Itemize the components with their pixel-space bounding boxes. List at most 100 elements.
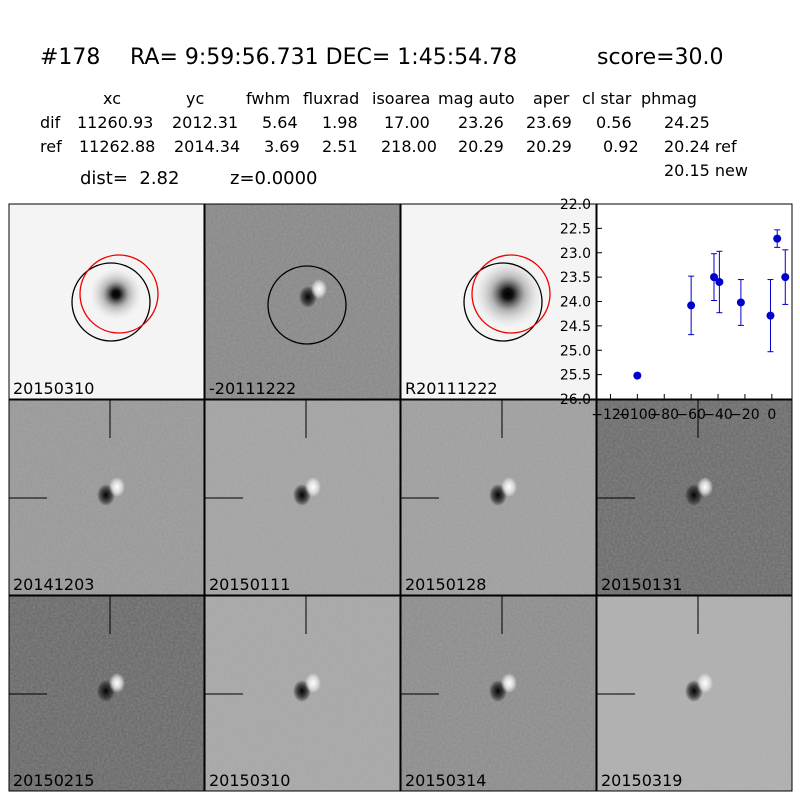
column-header: isoarea xyxy=(372,89,430,108)
row-label: ref xyxy=(40,137,62,156)
x-tick-label: −60 xyxy=(676,407,706,423)
panel-frame xyxy=(400,595,597,792)
residual-pos xyxy=(305,673,321,693)
cell: 218.00 xyxy=(381,137,437,156)
plot-area xyxy=(596,203,793,400)
x-tick-label: −20 xyxy=(730,407,760,423)
marker xyxy=(773,234,782,243)
column-header: phmag xyxy=(641,89,697,108)
panel-label: 20150131 xyxy=(601,575,682,594)
cell: 0.92 xyxy=(603,137,639,156)
new-circle xyxy=(471,254,551,334)
dist: dist= 2.82 xyxy=(80,168,179,189)
cell: 2012.31 xyxy=(172,113,238,132)
x-tick-label: −80 xyxy=(649,407,679,423)
panel-frame xyxy=(204,203,401,400)
panel-label: R20111222 xyxy=(405,379,498,398)
column-header: mag auto xyxy=(438,89,515,108)
column-header: xc xyxy=(103,89,121,108)
x-tick-label: −120 xyxy=(591,407,629,423)
marker xyxy=(736,298,745,307)
header-coords: RA= 9:59:56.731 DEC= 1:45:54.78 xyxy=(130,45,517,70)
panel-frame xyxy=(596,399,793,596)
marker xyxy=(715,278,724,286)
x-tick-label: −40 xyxy=(703,407,733,423)
panel-frame xyxy=(204,595,401,792)
y-tick-label: 23.0 xyxy=(560,246,591,262)
column-header: fwhm xyxy=(246,89,290,108)
source xyxy=(474,260,542,328)
row-label: dif xyxy=(40,113,61,132)
y-tick-label: 23.5 xyxy=(560,270,591,286)
residual-pos xyxy=(697,673,713,693)
panel-frame xyxy=(400,203,597,400)
panel-frame xyxy=(8,399,205,596)
panel-label: 20150128 xyxy=(405,575,486,594)
panel-label: 20150215 xyxy=(13,771,94,790)
cell: 1.98 xyxy=(322,113,358,132)
panel-frame xyxy=(8,203,205,400)
y-tick-label: 22.0 xyxy=(560,197,591,213)
panel-label: 20150314 xyxy=(405,771,486,790)
cell: 5.64 xyxy=(262,113,298,132)
source xyxy=(90,268,142,320)
cell: 24.25 xyxy=(664,113,710,132)
panel-label: 20150310 xyxy=(209,771,290,790)
y-tick-label: 24.0 xyxy=(560,295,591,311)
header-score: score=30.0 xyxy=(597,45,724,70)
column-header: aper xyxy=(533,89,570,108)
redshift: z=0.0000 xyxy=(230,168,318,189)
cell: 23.69 xyxy=(526,113,572,132)
panel-label: 20150310 xyxy=(13,379,94,398)
marker xyxy=(633,371,642,380)
light-curve: 22.0 22.5 23.0 23.5 24.0 24.5 25.0 25.5 26.0−120… xyxy=(560,197,793,423)
cell: 20.24 ref xyxy=(664,137,737,156)
residual-pos xyxy=(697,477,713,497)
new-circle xyxy=(79,254,159,334)
panel-label: 20141203 xyxy=(13,575,94,594)
panel-frame xyxy=(400,399,597,596)
panel-frame xyxy=(204,399,401,596)
panel-label: -20111222 xyxy=(209,379,296,398)
marker xyxy=(781,273,790,282)
cell: 2014.34 xyxy=(174,137,240,156)
y-tick-label: 25.0 xyxy=(560,343,591,359)
header-id: #178 xyxy=(40,45,100,70)
x-tick-label: −100 xyxy=(618,407,656,423)
panels: 20150310 -20111222 R20111222 20141203 201501… xyxy=(8,203,793,792)
ref-circle xyxy=(267,265,347,345)
marker xyxy=(710,273,718,282)
cell: 23.26 xyxy=(458,113,504,132)
column-header: yc xyxy=(186,89,204,108)
marker xyxy=(687,301,696,310)
residual-pos xyxy=(109,477,125,497)
y-tick-label: 22.5 xyxy=(560,221,591,237)
y-tick-label: 26.0 xyxy=(560,392,591,408)
table-note: 20.15 new xyxy=(664,161,748,180)
marker xyxy=(766,311,775,320)
panel-label: 20150319 xyxy=(601,771,682,790)
residual-pos xyxy=(109,673,125,693)
panel-frame xyxy=(596,595,793,792)
cell: 11262.88 xyxy=(79,137,155,156)
residual-pos xyxy=(311,279,327,299)
residual-pos xyxy=(501,673,517,693)
ref-circle xyxy=(71,262,151,342)
column-header: cl star xyxy=(582,89,632,108)
residual-pos xyxy=(501,477,517,497)
y-tick-label: 25.5 xyxy=(560,368,591,384)
panel-label: 20150111 xyxy=(209,575,290,594)
ref-circle xyxy=(463,262,543,342)
cell: 20.29 xyxy=(458,137,504,156)
cell: 2.51 xyxy=(322,137,358,156)
cell: 20.29 xyxy=(526,137,572,156)
panel-frame xyxy=(8,595,205,792)
cell: 11260.93 xyxy=(77,113,153,132)
cell: 0.56 xyxy=(596,113,632,132)
cell: 17.00 xyxy=(384,113,430,132)
column-header: fluxrad xyxy=(303,89,359,108)
y-tick-label: 24.5 xyxy=(560,319,591,335)
cell: 3.69 xyxy=(264,137,300,156)
